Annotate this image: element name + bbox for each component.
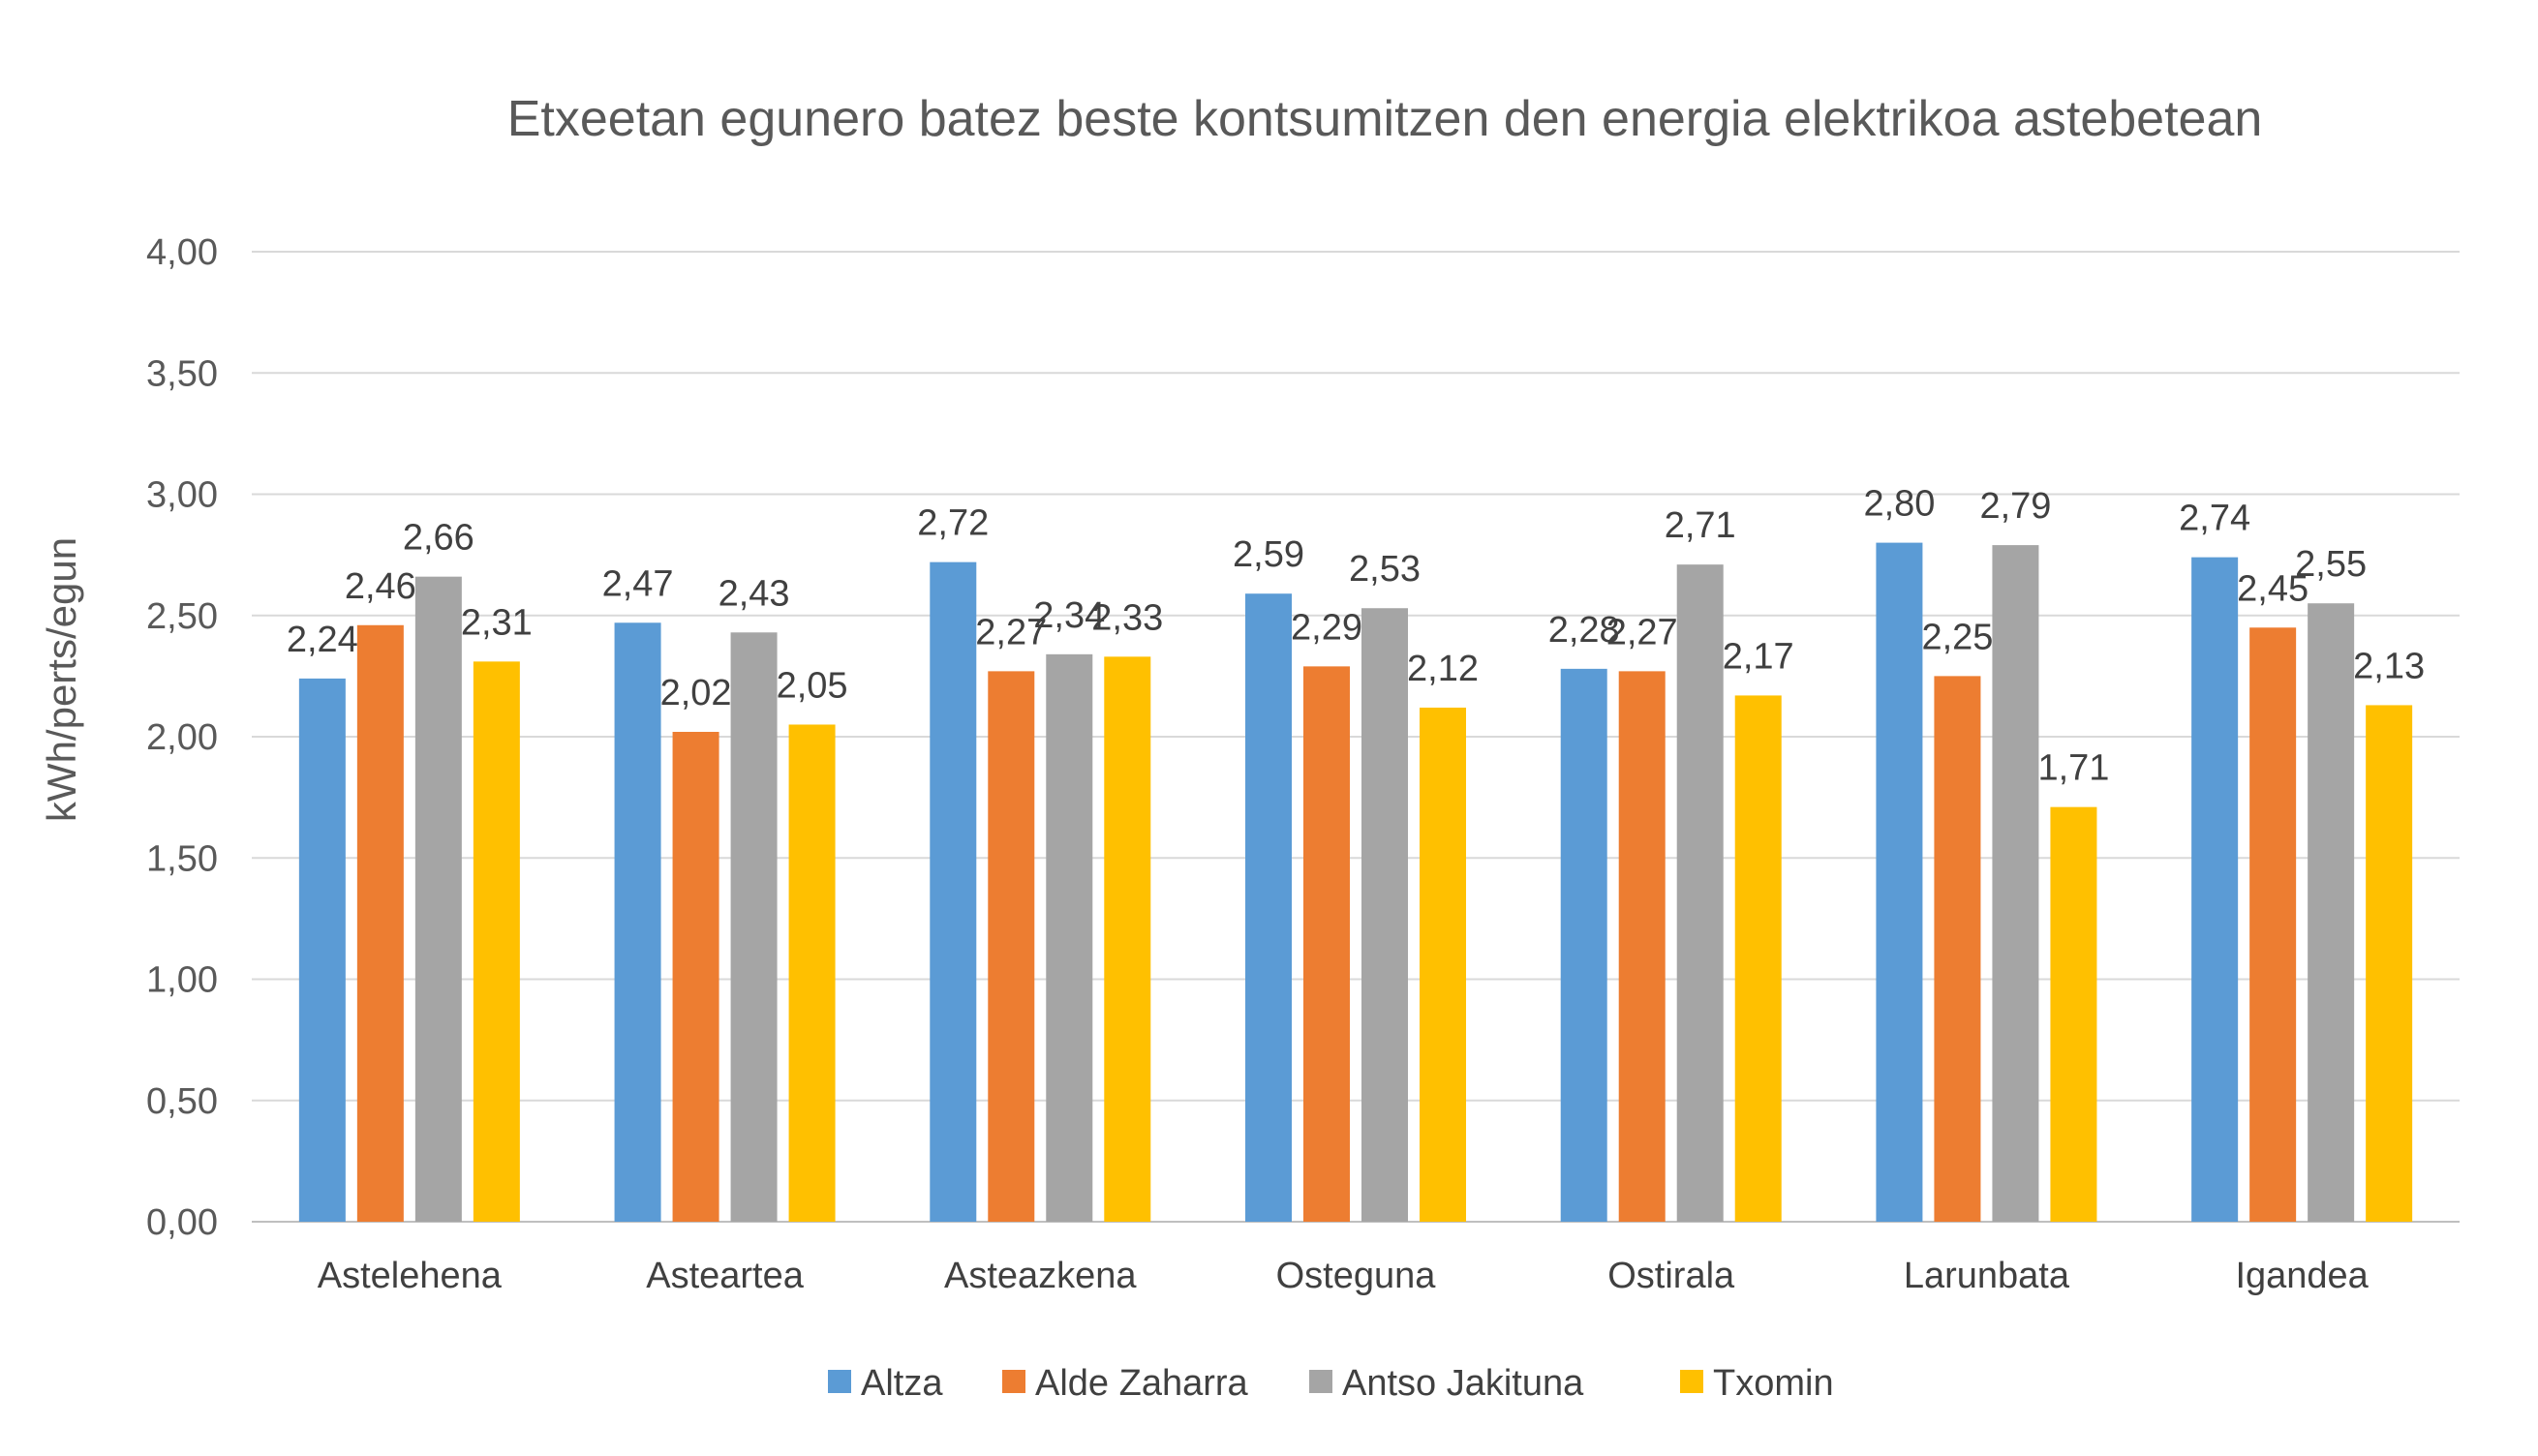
legend-label: Altza xyxy=(861,1363,943,1404)
data-label: 2,27 xyxy=(975,612,1047,652)
bar xyxy=(930,561,977,1222)
data-label: 2,27 xyxy=(1606,612,1678,652)
data-label: 2,12 xyxy=(1407,649,1479,689)
bar xyxy=(1734,695,1782,1222)
bar xyxy=(2191,557,2239,1222)
bar xyxy=(1245,593,1292,1222)
data-label: 2,45 xyxy=(2237,568,2309,609)
bar xyxy=(1104,656,1151,1222)
bar xyxy=(1361,608,1408,1222)
gridlines xyxy=(252,251,2460,1223)
y-tick-label: 0,50 xyxy=(146,1081,218,1122)
data-label: 2,74 xyxy=(2179,499,2250,539)
data-label: 2,59 xyxy=(1233,534,1304,575)
x-category-label: Asteartea xyxy=(646,1256,805,1296)
data-label: 2,71 xyxy=(1665,505,1736,546)
data-label: 2,02 xyxy=(660,673,732,713)
y-tick-label: 2,50 xyxy=(146,596,218,637)
y-tick-label: 1,00 xyxy=(146,960,218,1001)
bar xyxy=(672,731,719,1222)
bar xyxy=(2249,627,2297,1222)
y-tick-label: 2,00 xyxy=(146,717,218,758)
x-category-label: Ostirala xyxy=(1607,1256,1735,1296)
y-tick-label: 3,00 xyxy=(146,475,218,516)
legend-swatch xyxy=(1680,1370,1703,1393)
bar xyxy=(1560,668,1607,1222)
data-label: 2,24 xyxy=(287,620,358,660)
y-axis-ticks: 0,00 0,50 1,00 1,50 2,00 2,50 3,00 3,50 4,00 xyxy=(146,232,218,1243)
x-category-label: Larunbata xyxy=(1904,1256,2070,1296)
data-label: 2,05 xyxy=(777,665,848,706)
x-category-label: Igandea xyxy=(2235,1256,2369,1296)
data-labels: 2,24 2,46 2,66 2,31 2,47 2,02 2,43 2,05 2,72 2,27… xyxy=(287,484,2425,789)
bar xyxy=(2050,806,2097,1222)
x-category-label: Asteazkena xyxy=(944,1256,1137,1296)
data-label: 2,53 xyxy=(1349,549,1421,590)
y-tick-label: 3,50 xyxy=(146,353,218,394)
legend-label: Txomin xyxy=(1713,1363,1834,1404)
data-label: 2,55 xyxy=(2295,544,2367,585)
data-label: 2,28 xyxy=(1548,610,1620,651)
bar xyxy=(2308,603,2355,1222)
data-label: 2,43 xyxy=(719,573,790,614)
legend-swatch xyxy=(1002,1370,1025,1393)
legend: Altza Alde Zaharra Antso Jakituna Txomin xyxy=(828,1363,1834,1404)
bar xyxy=(298,678,346,1222)
bar xyxy=(988,671,1035,1222)
data-label: 2,31 xyxy=(461,602,533,643)
bar xyxy=(1046,653,1093,1222)
legend-label: Alde Zaharra xyxy=(1035,1363,1249,1404)
y-tick-label: 0,00 xyxy=(146,1202,218,1243)
legend-swatch xyxy=(1309,1370,1332,1393)
bar xyxy=(1420,707,1466,1222)
data-label: 2,34 xyxy=(1033,595,1105,636)
bar xyxy=(473,661,520,1222)
data-label: 2,80 xyxy=(1863,484,1935,525)
bar xyxy=(356,624,404,1222)
bar xyxy=(788,724,836,1222)
data-label: 2,29 xyxy=(1291,607,1362,648)
data-label: 2,33 xyxy=(1091,597,1163,638)
x-axis-categories: Astelehena Asteartea Asteazkena Osteguna Ost… xyxy=(318,1256,2370,1296)
bar xyxy=(1303,666,1350,1222)
bar xyxy=(614,622,661,1222)
data-label: 2,25 xyxy=(1921,617,1993,657)
x-category-label: Astelehena xyxy=(318,1256,503,1296)
data-label: 2,79 xyxy=(1979,486,2051,527)
bar xyxy=(1934,676,1981,1222)
data-label: 2,46 xyxy=(345,566,416,607)
data-label: 2,13 xyxy=(2353,646,2425,686)
data-label: 2,66 xyxy=(403,518,474,559)
data-label: 2,17 xyxy=(1723,636,1794,677)
x-category-label: Osteguna xyxy=(1276,1256,1437,1296)
legend-label: Antso Jakituna xyxy=(1342,1363,1584,1404)
y-axis-label: kWh/perts/egun xyxy=(39,537,84,822)
bar xyxy=(1876,542,1923,1222)
y-tick-label: 1,50 xyxy=(146,838,218,879)
bar xyxy=(1676,564,1724,1222)
chart-title: Etxeetan egunero batez beste kontsumitze… xyxy=(507,91,2263,147)
bars xyxy=(298,542,2413,1222)
legend-swatch xyxy=(828,1370,851,1393)
data-label: 2,47 xyxy=(602,563,674,604)
bar xyxy=(2366,705,2413,1222)
bar xyxy=(414,576,462,1222)
data-label: 2,72 xyxy=(917,503,989,544)
y-tick-label: 4,00 xyxy=(146,232,218,273)
bar xyxy=(1618,671,1666,1222)
bar xyxy=(730,632,778,1222)
bar xyxy=(1992,545,2039,1222)
data-label: 1,71 xyxy=(2037,748,2109,789)
